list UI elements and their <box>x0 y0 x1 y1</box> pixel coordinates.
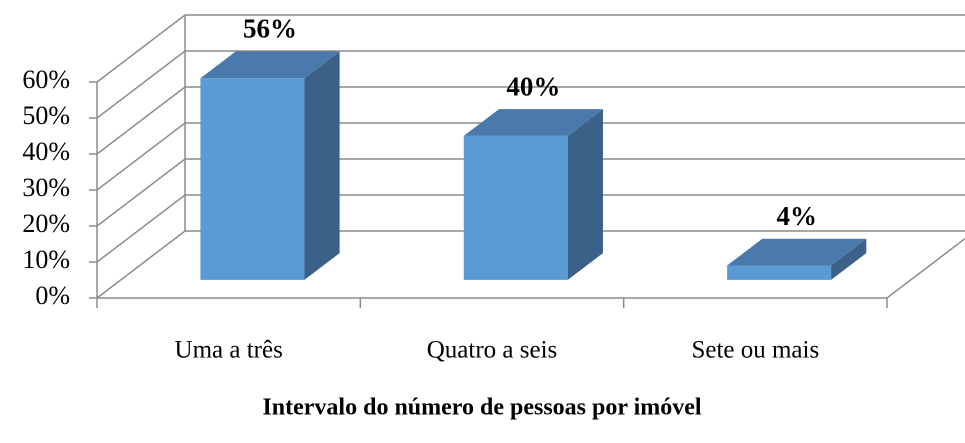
grid-line <box>96 50 965 119</box>
x-tick-label: Quatro a seis <box>427 337 558 364</box>
x-tick-label: Sete ou mais <box>691 337 819 364</box>
grid-line <box>96 158 965 227</box>
bar-front <box>200 78 305 280</box>
y-tick-label: 10% <box>22 245 70 274</box>
grid-line <box>96 14 965 83</box>
bar-side <box>831 238 867 280</box>
value-label: 56% <box>243 14 297 44</box>
bar-top <box>463 109 603 136</box>
x-tick-label: Uma a três <box>175 337 283 364</box>
y-tick-label: 20% <box>22 209 70 238</box>
bar-front <box>463 135 568 280</box>
grid-line <box>96 122 965 191</box>
grid-line <box>96 194 965 263</box>
bar-top <box>727 238 867 266</box>
bar-top <box>200 51 340 79</box>
y-tick-label: 40% <box>22 137 70 166</box>
value-label: 4% <box>776 201 817 231</box>
bar-front <box>727 265 832 280</box>
y-tick-label: 50% <box>22 101 70 130</box>
grid-line <box>96 230 965 299</box>
bar-side <box>304 51 340 280</box>
y-tick-label: 60% <box>22 65 70 94</box>
x-axis-title: Intervalo do número de pessoas por imóve… <box>262 395 701 421</box>
value-label: 40% <box>506 71 560 101</box>
y-tick-label: 30% <box>22 173 70 202</box>
grid-line <box>96 86 965 155</box>
bar-side <box>567 109 603 280</box>
y-tick-label: 0% <box>35 281 70 310</box>
